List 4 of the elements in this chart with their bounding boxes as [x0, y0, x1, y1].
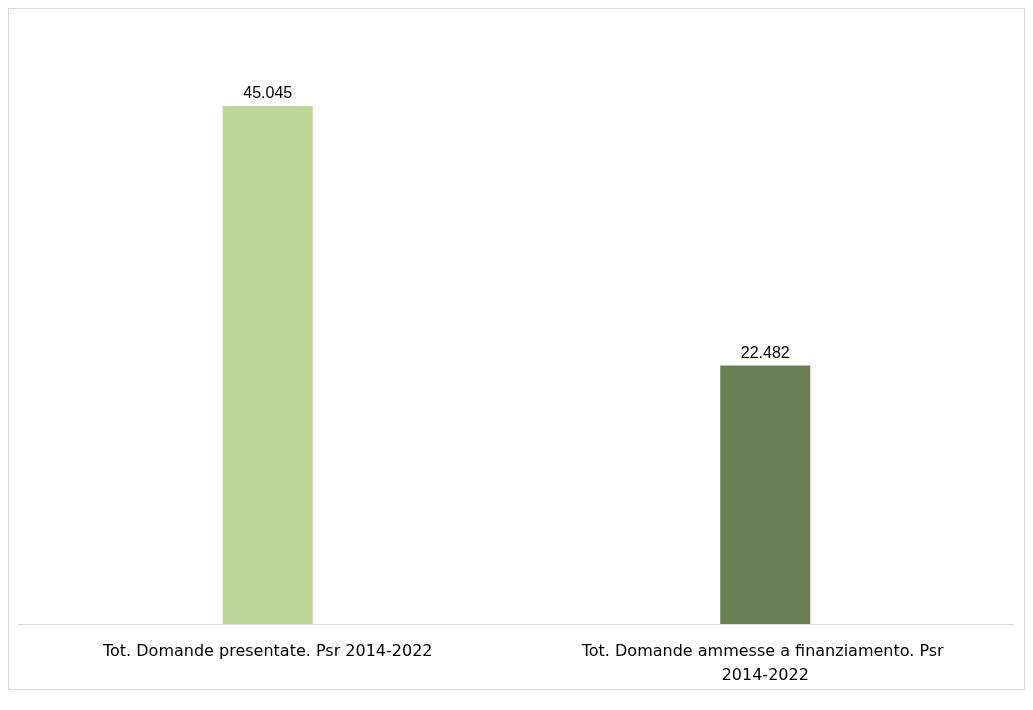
data-label: 22.482 — [740, 343, 790, 361]
x-tick-label: Tot. Domande presentate. Psr 2014-2022 — [101, 640, 433, 660]
data-label: 45.045 — [243, 84, 293, 102]
x-tick-label: Tot. Domande ammesse a finanziamento. Psr 2014-2022 — [580, 640, 949, 684]
